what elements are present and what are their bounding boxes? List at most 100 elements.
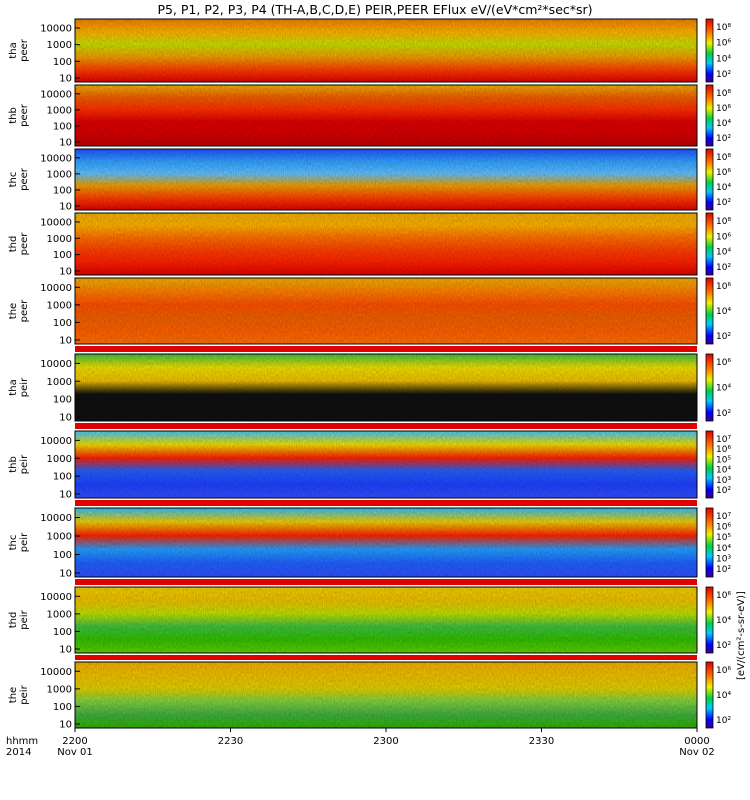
panel-frame xyxy=(74,277,698,345)
colorbar-tick-label: 10⁶ xyxy=(716,666,731,676)
colorbar-tick-label: 10² xyxy=(716,641,731,651)
data-gap-bar xyxy=(75,423,697,429)
colorbar xyxy=(705,586,714,654)
colorbar-tick-label: 10⁶ xyxy=(716,168,731,178)
y-tick-label: 100 xyxy=(53,472,72,483)
panel-label: thbpeer xyxy=(8,103,30,127)
x-tick-date: Nov 01 xyxy=(57,747,92,758)
panel-label-product: peir xyxy=(19,377,30,397)
colorbar-tick-label: 10⁸ xyxy=(716,153,731,163)
y-tick-label: 1000 xyxy=(47,684,72,695)
y-tick-label: 100 xyxy=(53,550,72,561)
panel-frame xyxy=(74,212,698,276)
y-tick-label: 100 xyxy=(53,57,72,68)
colorbar xyxy=(705,507,714,578)
data-gap-bar xyxy=(75,655,697,660)
panel-frame xyxy=(74,84,698,147)
colorbar-tick-label: 10⁶ xyxy=(716,591,731,601)
colorbar-tick-label: 10⁶ xyxy=(716,445,731,455)
panel-frame xyxy=(74,430,698,499)
data-gap-bar xyxy=(75,579,697,585)
panel-label-probe: thb xyxy=(8,107,19,124)
x-axis-row2-label: 2014 xyxy=(6,747,31,758)
panel-label: thepeir xyxy=(8,684,30,704)
panel-label-product: peir xyxy=(19,684,30,704)
spectrogram-texture xyxy=(75,662,697,728)
colorbar-tick-label: 10⁷ xyxy=(716,435,731,445)
spectrogram-texture xyxy=(75,213,697,275)
colorbar xyxy=(705,212,714,276)
spectrogram-texture xyxy=(75,587,697,653)
spectrogram-texture xyxy=(75,149,697,210)
colorbar xyxy=(705,148,714,211)
y-tick-label: 100 xyxy=(53,250,72,261)
panel-label-product: peer xyxy=(19,103,30,127)
colorbar-unit-label: [eV/(cm²-s-sr-eV)] xyxy=(736,591,747,680)
colorbar-tick-label: 10⁴ xyxy=(716,248,731,258)
colorbar-tick-label: 10⁶ xyxy=(716,358,731,368)
colorbar-tick-label: 10² xyxy=(716,198,731,208)
colorbar-tick-label: 10⁶ xyxy=(716,523,731,533)
y-tick-label: 1000 xyxy=(47,377,72,388)
panel-frame xyxy=(74,18,698,83)
colorbar-tick-label: 10² xyxy=(716,565,731,575)
y-tick-label: 10 xyxy=(59,202,72,213)
panel-thc-peer: 10 100 1000 10000 thcpeer 10² 10⁴ 10⁶ 10⁸ xyxy=(8,148,731,213)
colorbar-tick-label: 10⁴ xyxy=(716,183,731,193)
panel-label-probe: thd xyxy=(8,612,19,629)
x-tick-time: 2330 xyxy=(529,736,554,747)
panel-label-probe: thc xyxy=(8,172,19,188)
panel-separators xyxy=(75,346,697,660)
y-tick-label: 10000 xyxy=(40,153,72,164)
x-axis-row1-label: hhmm xyxy=(6,736,38,747)
colorbar-tick-label: 10⁸ xyxy=(716,89,731,99)
y-tick-label: 10 xyxy=(59,569,72,580)
y-tick-label: 10000 xyxy=(40,89,72,100)
y-tick-label: 10 xyxy=(59,645,72,656)
spectrogram-texture xyxy=(75,354,697,421)
panel-label: thepeer xyxy=(8,299,30,323)
y-tick-label: 10 xyxy=(59,138,72,149)
panel-frame xyxy=(74,353,698,422)
x-tick-time: 0000 xyxy=(684,736,709,747)
colorbar-tick-label: 10² xyxy=(716,263,731,273)
y-tick-label: 1000 xyxy=(47,234,72,245)
panel-tha-peer: 10 100 1000 10000 thapeer 10² 10⁴ 10⁶ 10⁸ xyxy=(8,18,731,85)
x-tick-date: Nov 02 xyxy=(679,747,714,758)
x-tick-time: 2200 xyxy=(62,736,87,747)
y-tick-label: 10000 xyxy=(40,592,72,603)
x-tick-time: 2230 xyxy=(218,736,243,747)
y-tick-label: 10000 xyxy=(40,283,72,294)
colorbar-tick-label: 10² xyxy=(716,409,731,419)
panel-label: thapeir xyxy=(8,377,30,397)
colorbar-tick-label: 10⁴ xyxy=(716,384,731,394)
panel-label-probe: tha xyxy=(8,42,19,58)
colorbar-tick-label: 10⁸ xyxy=(716,217,731,227)
panel-label: thbpeir xyxy=(8,454,30,474)
panel-label-probe: thb xyxy=(8,456,19,473)
panel-label-product: peer xyxy=(19,38,30,62)
panel-label-probe: thc xyxy=(8,535,19,551)
panel-label: thdpeer xyxy=(8,232,30,256)
panel-label-probe: tha xyxy=(8,379,19,395)
panel-thb-peer: 10 100 1000 10000 thbpeer 10² 10⁴ 10⁶ 10⁸ xyxy=(8,84,731,149)
y-tick-label: 1000 xyxy=(47,532,72,543)
y-tick-label: 10000 xyxy=(40,24,72,35)
panel-label-product: peer xyxy=(19,167,30,191)
panel-label: thcpeir xyxy=(8,532,30,552)
y-tick-label: 1000 xyxy=(47,169,72,180)
y-tick-label: 10000 xyxy=(40,217,72,228)
colorbar-tick-label: 10⁵ xyxy=(716,455,731,465)
colorbar-tick-label: 10⁴ xyxy=(716,307,731,317)
panel-label-product: peer xyxy=(19,299,30,323)
panel-label: thcpeer xyxy=(8,167,30,191)
y-tick-label: 10000 xyxy=(40,667,72,678)
colorbar-tick-label: 10² xyxy=(716,134,731,144)
colorbar xyxy=(705,18,714,83)
colorbar-tick-label: 10⁵ xyxy=(716,533,731,543)
y-tick-label: 1000 xyxy=(47,40,72,51)
panel-label-product: peir xyxy=(19,454,30,474)
colorbar xyxy=(705,661,714,729)
